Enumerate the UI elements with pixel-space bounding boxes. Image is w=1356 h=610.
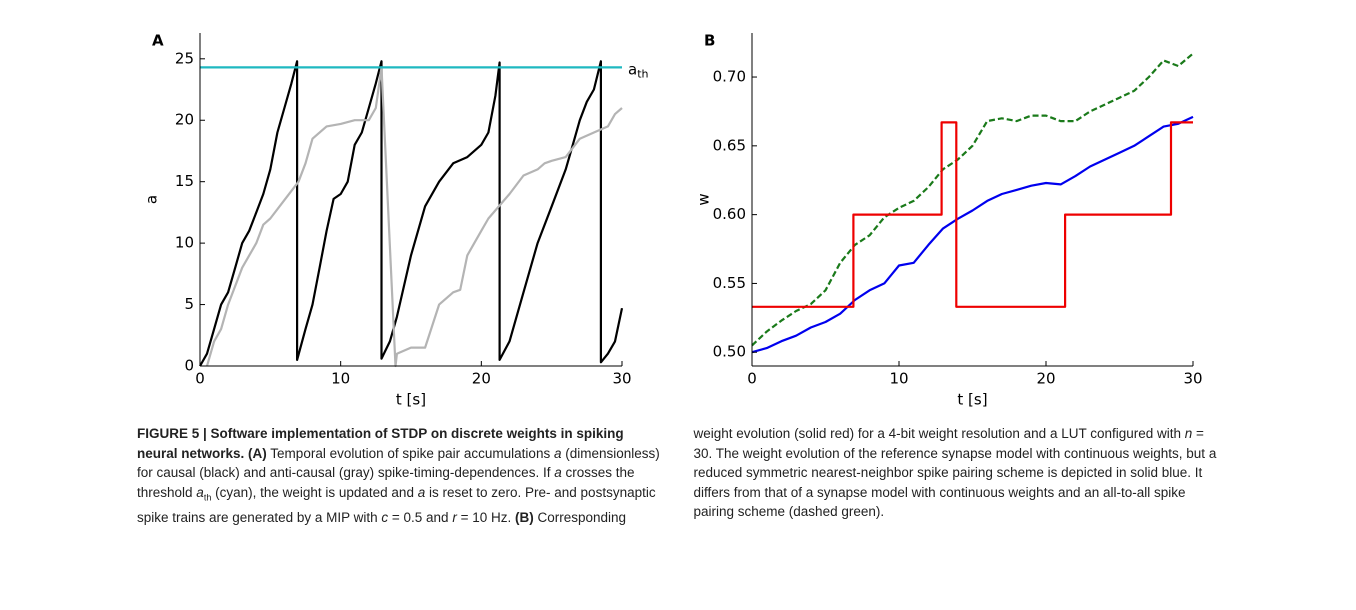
panel-label: A: [152, 32, 164, 50]
x-axis-label: t [s]: [957, 391, 987, 409]
caption-run: = 0.5 and: [388, 509, 453, 525]
x-tick-label: 20: [1036, 370, 1055, 388]
y-axis-label: w: [695, 193, 713, 205]
y-tick-label: 0.65: [713, 136, 746, 154]
caption-run: is reset to zero. Pre- and postsynaptic …: [137, 484, 656, 525]
x-tick-label: 10: [331, 370, 350, 388]
y-tick-label: 15: [175, 172, 194, 190]
y-tick-label: 0.50: [713, 343, 746, 361]
caption-run: = 30. The weight evolution of the refere…: [693, 426, 1217, 519]
caption-run: a: [417, 484, 426, 500]
caption-run: th: [203, 492, 212, 503]
caption-run: (A): [244, 445, 267, 461]
caption-run: a: [196, 484, 204, 500]
caption-run: a: [553, 445, 562, 461]
caption-run: r: [452, 509, 457, 525]
y-tick-label: 25: [175, 49, 194, 67]
caption: FIGURE 5 | Software implementation of ST…: [137, 424, 1222, 604]
y-tick-label: 0: [184, 357, 194, 375]
x-axis-label: t [s]: [396, 391, 426, 409]
x-tick-label: 10: [889, 370, 908, 388]
data-line: [751, 52, 1194, 347]
caption-run: (cyan), the weight is updated and: [211, 484, 418, 500]
caption-run: n: [1184, 426, 1193, 441]
data-line: [199, 60, 624, 367]
data-line: [752, 121, 1193, 308]
label-base: a: [628, 60, 637, 78]
x-tick-label: 0: [747, 370, 757, 388]
threshold-label: ath: [628, 60, 649, 81]
data-line: [205, 66, 623, 368]
caption-run: a: [554, 465, 562, 480]
caption-run: (dimensionless) for causal (black) and a…: [137, 445, 660, 481]
y-tick-label: 0.55: [713, 274, 746, 292]
caption-run: crosses the threshold: [137, 465, 635, 500]
caption-run: (B): [514, 509, 534, 525]
y-axis-label: a: [143, 195, 161, 204]
x-tick-label: 30: [1183, 370, 1202, 388]
y-tick-label: 5: [184, 295, 194, 313]
x-tick-label: 0: [195, 370, 205, 388]
caption-run: c: [381, 509, 389, 525]
y-tick-label: 0.60: [713, 205, 746, 223]
caption-run: = 10 Hz.: [456, 509, 515, 525]
panel-label: B: [704, 32, 715, 50]
caption-run: Temporal evolution of spike pair accumul…: [266, 445, 554, 461]
label-sub: th: [637, 67, 648, 80]
caption-run: Corresponding weight evolution (solid re…: [533, 426, 1185, 525]
y-tick-label: 10: [175, 234, 194, 252]
y-tick-label: 0.70: [713, 68, 746, 86]
x-tick-label: 20: [472, 370, 491, 388]
caption-run: FIGURE 5 | Software implementation of ST…: [137, 426, 624, 461]
data-line: [751, 115, 1194, 354]
y-tick-label: 20: [175, 111, 194, 129]
x-tick-label: 30: [612, 370, 631, 388]
